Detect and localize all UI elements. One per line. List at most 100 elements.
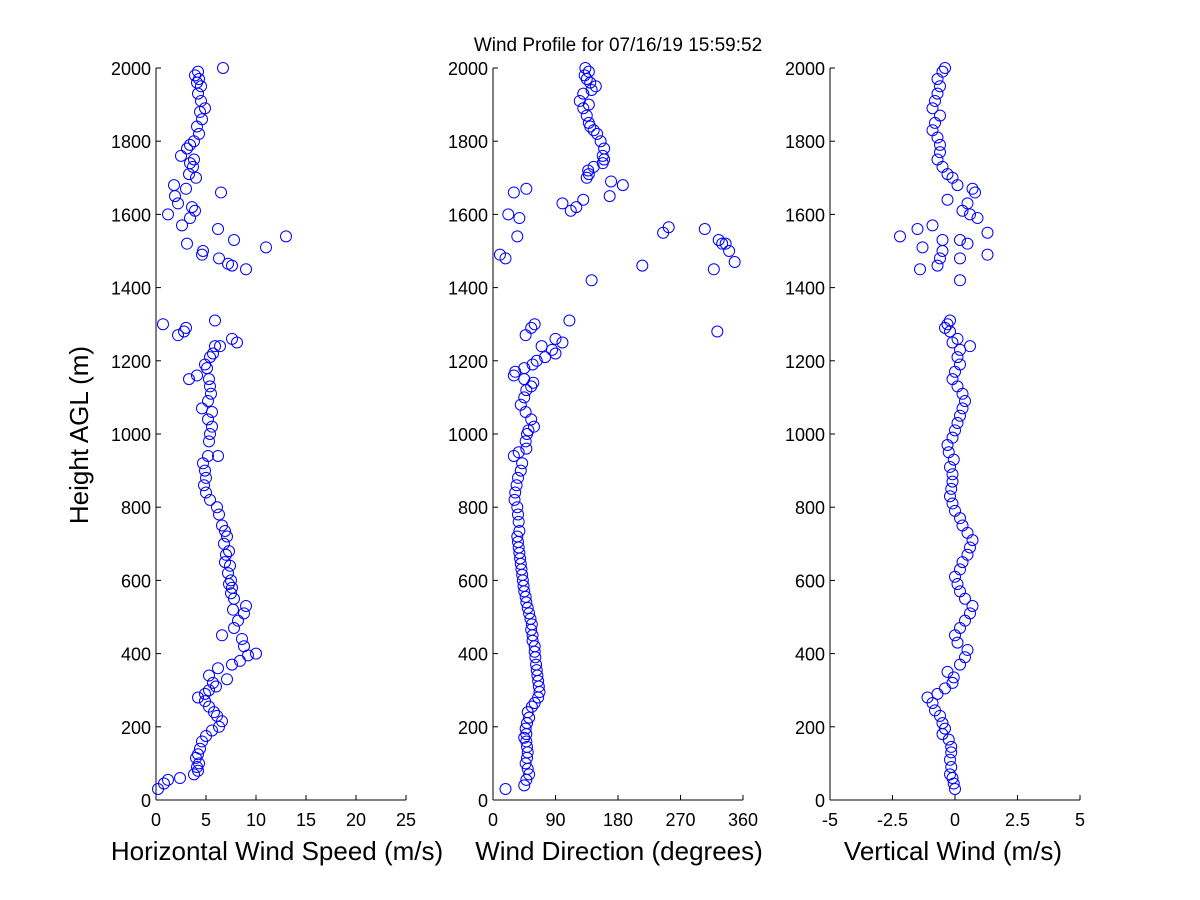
data-point <box>196 113 208 126</box>
data-point <box>523 607 536 620</box>
data-point <box>162 208 174 221</box>
data-point <box>585 83 598 96</box>
data-point <box>966 534 979 547</box>
data-point <box>949 504 961 517</box>
data-point <box>192 65 204 78</box>
data-point <box>512 508 524 521</box>
data-point <box>981 248 994 261</box>
data-point <box>616 179 629 192</box>
data-point <box>204 493 216 506</box>
data-point <box>929 116 941 129</box>
y-tick-label: 2000 <box>785 59 825 79</box>
data-point <box>211 709 223 722</box>
data-point <box>944 768 956 781</box>
y-tick-label: 1800 <box>785 132 825 152</box>
data-point <box>213 252 225 265</box>
data-point <box>556 197 569 210</box>
data-point <box>511 230 524 243</box>
data-point <box>511 530 524 543</box>
data-point <box>949 570 961 583</box>
data-point <box>512 471 524 484</box>
data-point <box>961 197 974 210</box>
y-tick-label: 1800 <box>111 132 151 152</box>
y-tick-label: 1600 <box>785 205 825 225</box>
data-point <box>512 446 525 459</box>
data-point <box>499 252 512 265</box>
data-point <box>535 340 548 353</box>
data-point <box>214 340 226 353</box>
data-point <box>250 647 262 660</box>
data-point <box>956 556 969 569</box>
data-point <box>523 768 536 781</box>
data-point <box>954 585 966 598</box>
data-point <box>197 245 209 257</box>
data-point <box>220 548 232 561</box>
data-point <box>502 208 515 221</box>
data-point <box>524 612 537 625</box>
data-point <box>199 102 211 115</box>
x-tick-label: -5 <box>822 810 838 830</box>
data-point <box>518 391 531 404</box>
data-point <box>949 629 961 642</box>
data-point <box>181 142 193 155</box>
data-point <box>172 329 184 342</box>
data-point <box>508 493 521 506</box>
data-point <box>954 512 966 525</box>
data-point <box>225 587 237 600</box>
data-point <box>954 252 966 265</box>
data-point <box>945 761 958 774</box>
data-point <box>525 700 538 713</box>
data-point <box>507 186 520 199</box>
y-tick-label: 0 <box>815 791 825 811</box>
y-tick-label: 1000 <box>448 425 488 445</box>
data-point <box>929 704 941 717</box>
x-tick-label: 0 <box>151 810 161 830</box>
data-point <box>525 413 538 426</box>
data-point <box>520 182 533 195</box>
y-tick-label: 1400 <box>785 279 825 299</box>
data-point <box>594 135 607 148</box>
data-point <box>911 223 924 236</box>
x-tick-label: -2.5 <box>877 810 908 830</box>
data-point <box>573 94 586 107</box>
data-point <box>216 629 228 642</box>
data-point <box>698 223 711 236</box>
data-point <box>926 124 939 137</box>
data-point <box>525 618 538 631</box>
data-point <box>188 153 200 166</box>
data-point <box>180 321 192 334</box>
data-point <box>934 138 946 151</box>
x-tick-label: 0 <box>950 810 960 830</box>
data-point <box>956 519 969 532</box>
data-point <box>184 138 196 151</box>
data-point <box>598 142 611 155</box>
data-point <box>579 62 592 74</box>
data-point <box>605 175 618 188</box>
data-point <box>945 740 958 753</box>
data-point <box>570 201 583 214</box>
y-tick-label: 1400 <box>111 279 151 299</box>
data-point <box>971 212 984 225</box>
x-tick-label: 5 <box>1075 810 1085 830</box>
data-point <box>217 62 229 74</box>
y-tick-label: 400 <box>458 645 488 665</box>
data-point <box>956 387 969 400</box>
data-point <box>966 182 979 195</box>
x-tick-label: 0 <box>488 810 498 830</box>
data-point <box>936 160 949 173</box>
data-point <box>204 351 216 364</box>
data-point <box>207 347 219 360</box>
data-point <box>199 464 211 477</box>
data-point <box>941 193 954 206</box>
vertical-wind-panel: 0 200 400 600 800 1000 1200 1400 1600 1800 2000 -5 -… <box>785 59 1085 866</box>
data-point <box>712 234 725 247</box>
data-point <box>520 442 533 455</box>
data-point <box>951 332 964 345</box>
data-point <box>936 245 949 257</box>
data-point <box>518 373 531 386</box>
data-point <box>219 524 231 537</box>
data-point <box>228 234 240 247</box>
data-point <box>222 567 234 580</box>
data-point <box>196 248 208 261</box>
x-tick-label: 360 <box>728 810 758 830</box>
